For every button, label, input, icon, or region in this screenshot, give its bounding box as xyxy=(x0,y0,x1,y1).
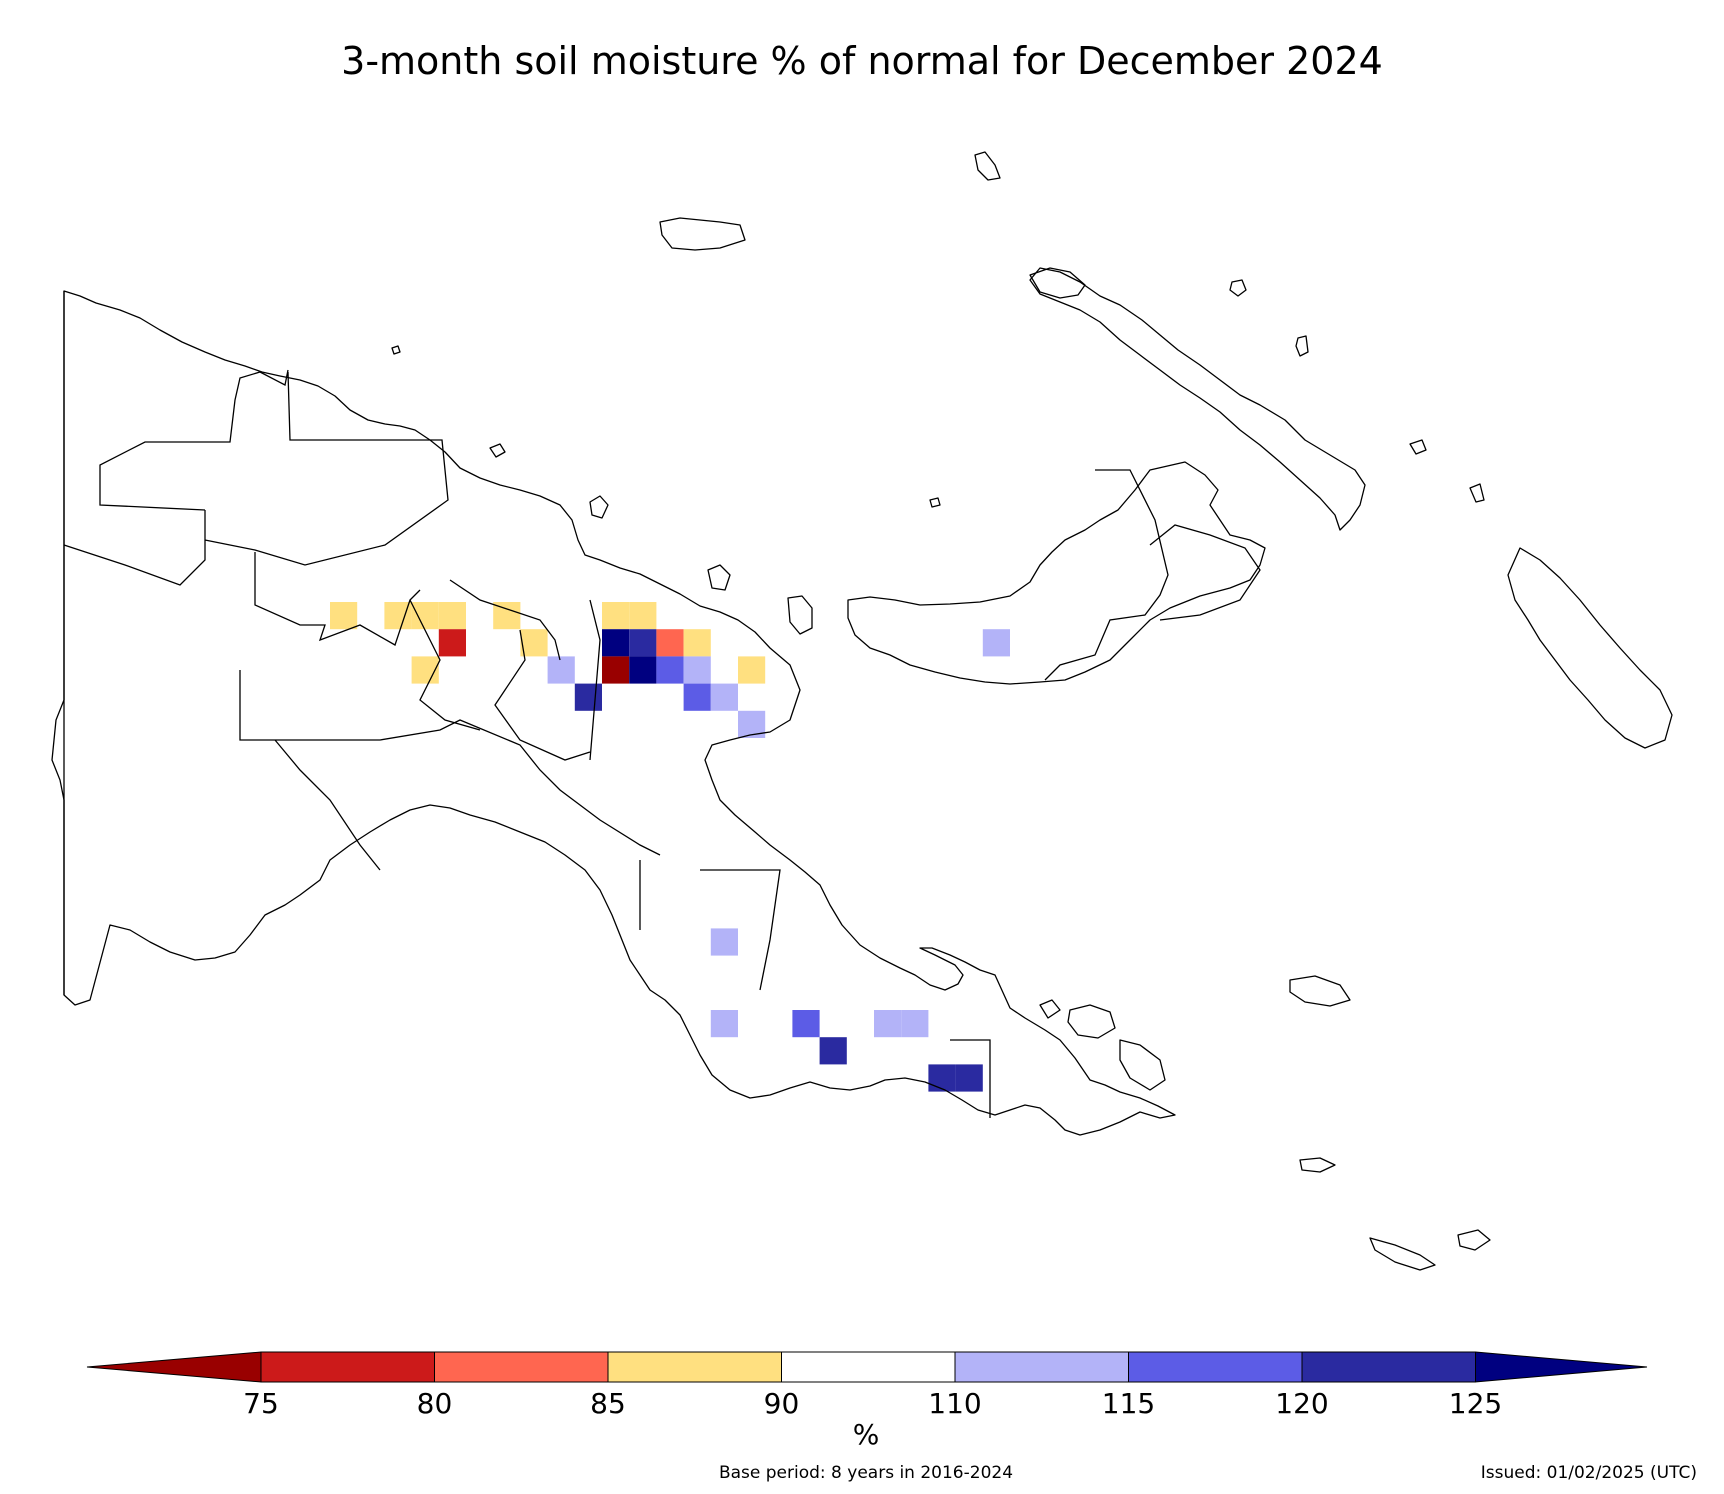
colorbar-segment xyxy=(260,1351,435,1383)
colorbar-segment xyxy=(1301,1351,1476,1383)
grid-cell xyxy=(683,656,711,684)
grid-cell xyxy=(547,656,575,684)
grid-cell xyxy=(982,629,1010,657)
grid-cell xyxy=(955,1064,983,1092)
chart-title: 3-month soil moisture % of normal for De… xyxy=(341,39,1383,83)
grid-cell xyxy=(656,629,684,657)
colorbar-tick-label: 110 xyxy=(928,1387,981,1420)
grid-cell xyxy=(629,602,657,630)
colorbar-segment xyxy=(434,1351,609,1383)
normanby-island xyxy=(1119,1039,1166,1091)
grid-cell xyxy=(819,1037,847,1065)
grid-cell xyxy=(438,602,466,630)
grid-cell xyxy=(411,656,439,684)
new-hanover-island xyxy=(1029,267,1086,299)
colorbar-segment xyxy=(954,1351,1129,1383)
grid-cell xyxy=(520,629,548,657)
west-border-line xyxy=(51,291,65,995)
long-island xyxy=(707,564,731,591)
grid-cell xyxy=(574,683,602,711)
colorbar-extend-low xyxy=(86,1351,262,1383)
soil-moisture-grid xyxy=(330,602,1010,1092)
grid-cell xyxy=(602,656,630,684)
manus-island xyxy=(659,217,746,251)
colorbar-tick-label: 80 xyxy=(417,1387,453,1420)
grid-cell xyxy=(710,928,738,956)
new-ireland-island xyxy=(1029,267,1366,531)
grid-cell xyxy=(384,602,412,630)
small-island-b xyxy=(391,345,401,355)
grid-cell xyxy=(330,602,358,630)
grid-cell xyxy=(792,1010,820,1038)
colorbar-extend-high xyxy=(1475,1351,1648,1383)
grid-cell xyxy=(738,656,766,684)
grid-cell xyxy=(683,683,711,711)
grid-cell xyxy=(656,656,684,684)
trobriand-island xyxy=(1039,999,1061,1019)
grid-cell xyxy=(438,629,466,657)
umboi-island xyxy=(787,595,813,635)
small-island-f xyxy=(1409,439,1427,455)
grid-cell xyxy=(629,656,657,684)
colorbar-segment xyxy=(781,1351,956,1383)
small-island-a xyxy=(489,443,506,458)
issued-date-note: Issued: 01/02/2025 (UTC) xyxy=(1481,1463,1697,1483)
small-island-e xyxy=(1295,335,1309,357)
colorbar xyxy=(86,1351,1648,1383)
fergusson-island xyxy=(1067,1004,1116,1039)
colorbar-unit-label: % xyxy=(853,1418,880,1451)
misima-island xyxy=(1299,1157,1336,1173)
colorbar-tick-label: 115 xyxy=(1102,1387,1155,1420)
colorbar-tick-label: 85 xyxy=(590,1387,626,1420)
colorbar-tick-label: 120 xyxy=(1275,1387,1328,1420)
small-island-g xyxy=(974,151,1001,181)
grid-cell xyxy=(629,629,657,657)
bougainville-island xyxy=(1507,547,1673,749)
grid-cell xyxy=(683,629,711,657)
colorbar-tick-label: 125 xyxy=(1449,1387,1502,1420)
woodlark-island xyxy=(1289,975,1351,1007)
colorbar-tick-label: 90 xyxy=(764,1387,800,1420)
tagula-island xyxy=(1369,1237,1436,1271)
karkar-island xyxy=(589,495,609,519)
provincial-boundaries xyxy=(63,369,1261,1118)
grid-cell xyxy=(901,1010,929,1038)
grid-cell xyxy=(710,683,738,711)
grid-cell xyxy=(602,629,630,657)
colorbar-segment xyxy=(607,1351,782,1383)
grid-cell xyxy=(874,1010,902,1038)
small-island-h xyxy=(1469,483,1485,503)
new-britain-island xyxy=(847,461,1266,685)
mainland-coastline xyxy=(63,290,1176,1136)
map-area xyxy=(51,151,1673,1271)
grid-cell xyxy=(710,1010,738,1038)
colorbar-tick-labels: 75 80 85 90 110 115 120 125 xyxy=(243,1387,1502,1420)
grid-cell xyxy=(411,602,439,630)
small-island-d xyxy=(1229,279,1247,297)
colorbar-tick-label: 75 xyxy=(243,1387,279,1420)
colorbar-segment xyxy=(1128,1351,1303,1383)
grid-cell xyxy=(602,602,630,630)
rossel-island xyxy=(1457,1229,1491,1251)
small-island-c xyxy=(929,497,941,508)
base-period-note: Base period: 8 years in 2016-2024 xyxy=(719,1463,1013,1483)
grid-cell xyxy=(928,1064,956,1092)
